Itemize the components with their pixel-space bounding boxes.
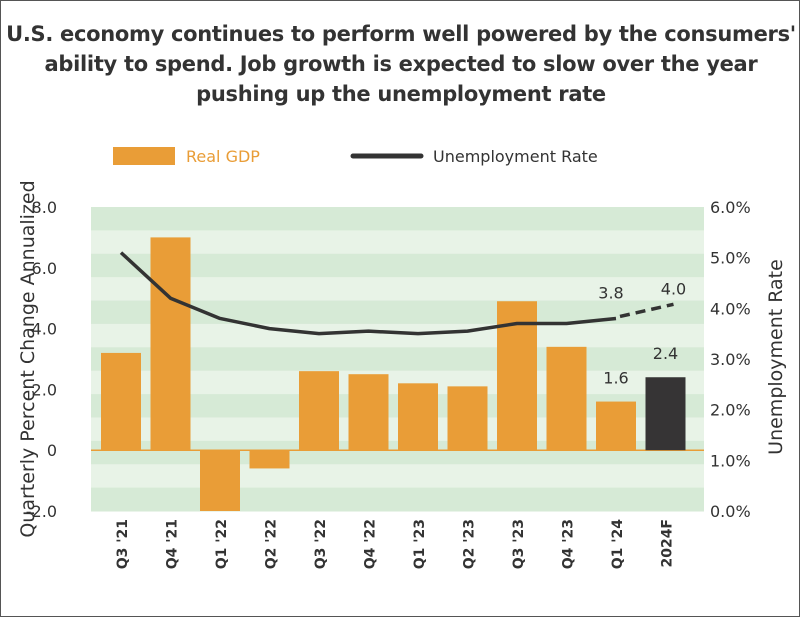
x-tick-label: Q2 '23 (462, 519, 478, 569)
gdp-bar (645, 377, 686, 451)
y-tick-label: -2.0 (26, 502, 57, 521)
grid-band (91, 253, 704, 278)
gdp-bar (546, 346, 587, 451)
x-tick-label: Q1 '22 (214, 519, 230, 569)
gdp-bar (299, 371, 339, 451)
legend-gdp-swatch (113, 147, 175, 165)
grid-band (91, 487, 704, 512)
data-label: 3.8 (598, 283, 623, 302)
x-tick-label: Q1 '24 (610, 519, 626, 570)
grid-band (91, 230, 704, 255)
y-tick-label: 2.0 (32, 380, 57, 399)
y-right-tick-label: 1.0% (710, 451, 751, 470)
y-tick-label: 0 (47, 441, 57, 460)
y-right-tick-label: 6.0% (710, 198, 751, 217)
gdp-bar (348, 374, 389, 451)
y-right-tick-label: 5.0% (710, 249, 751, 268)
gdp-bar (398, 383, 438, 451)
y-tick-label: 8.0 (32, 198, 57, 217)
x-tick-label: 2024F (660, 519, 676, 568)
y-axis-title: Quarterly Percent Change Annualized (17, 180, 39, 537)
gdp-bar (596, 401, 636, 451)
gdp-bar (200, 450, 240, 511)
y-right-tick-label: 4.0% (710, 299, 751, 318)
gdp-bar (249, 450, 290, 469)
unemployment-forecast-line (619, 302, 674, 319)
x-tick-label: Q3 '23 (511, 519, 527, 569)
data-label: 4.0 (661, 279, 686, 298)
grid-band (91, 277, 704, 302)
x-tick-label: Q4 '23 (561, 519, 577, 569)
y-right-axis-title: Unemployment Rate (765, 259, 787, 455)
x-tick-label: Q3 '21 (115, 519, 131, 569)
grid-band (91, 323, 704, 348)
y-right-tick-label: 3.0% (710, 350, 751, 369)
x-tick-label: Q3 '22 (313, 519, 329, 569)
grid-band (91, 300, 704, 325)
y-tick-label: 6.0 (32, 259, 57, 278)
gdp-bar (150, 237, 191, 451)
grid-band (91, 464, 704, 489)
y-right-tick-label: 2.0% (710, 401, 751, 420)
legend-gdp-label: Real GDP (186, 147, 260, 166)
y-right-tick-label: 0.0% (710, 502, 751, 521)
x-tick-label: Q2 '22 (264, 519, 280, 569)
data-label: 1.6 (603, 369, 628, 388)
y-tick-label: 4.0 (32, 320, 57, 339)
x-tick-label: Q1 '23 (412, 519, 428, 569)
gdp-bar (447, 386, 488, 451)
data-label: 2.4 (653, 344, 678, 363)
grid-band (91, 207, 704, 231)
legend-unemployment-label: Unemployment Rate (433, 147, 598, 166)
chart-title: U.S. economy continues to perform well p… (6, 22, 796, 106)
x-tick-label: Q4 '22 (363, 519, 379, 569)
unemployment-line (119, 251, 617, 336)
gdp-bar (101, 352, 141, 451)
x-tick-label: Q4 '21 (165, 519, 181, 569)
